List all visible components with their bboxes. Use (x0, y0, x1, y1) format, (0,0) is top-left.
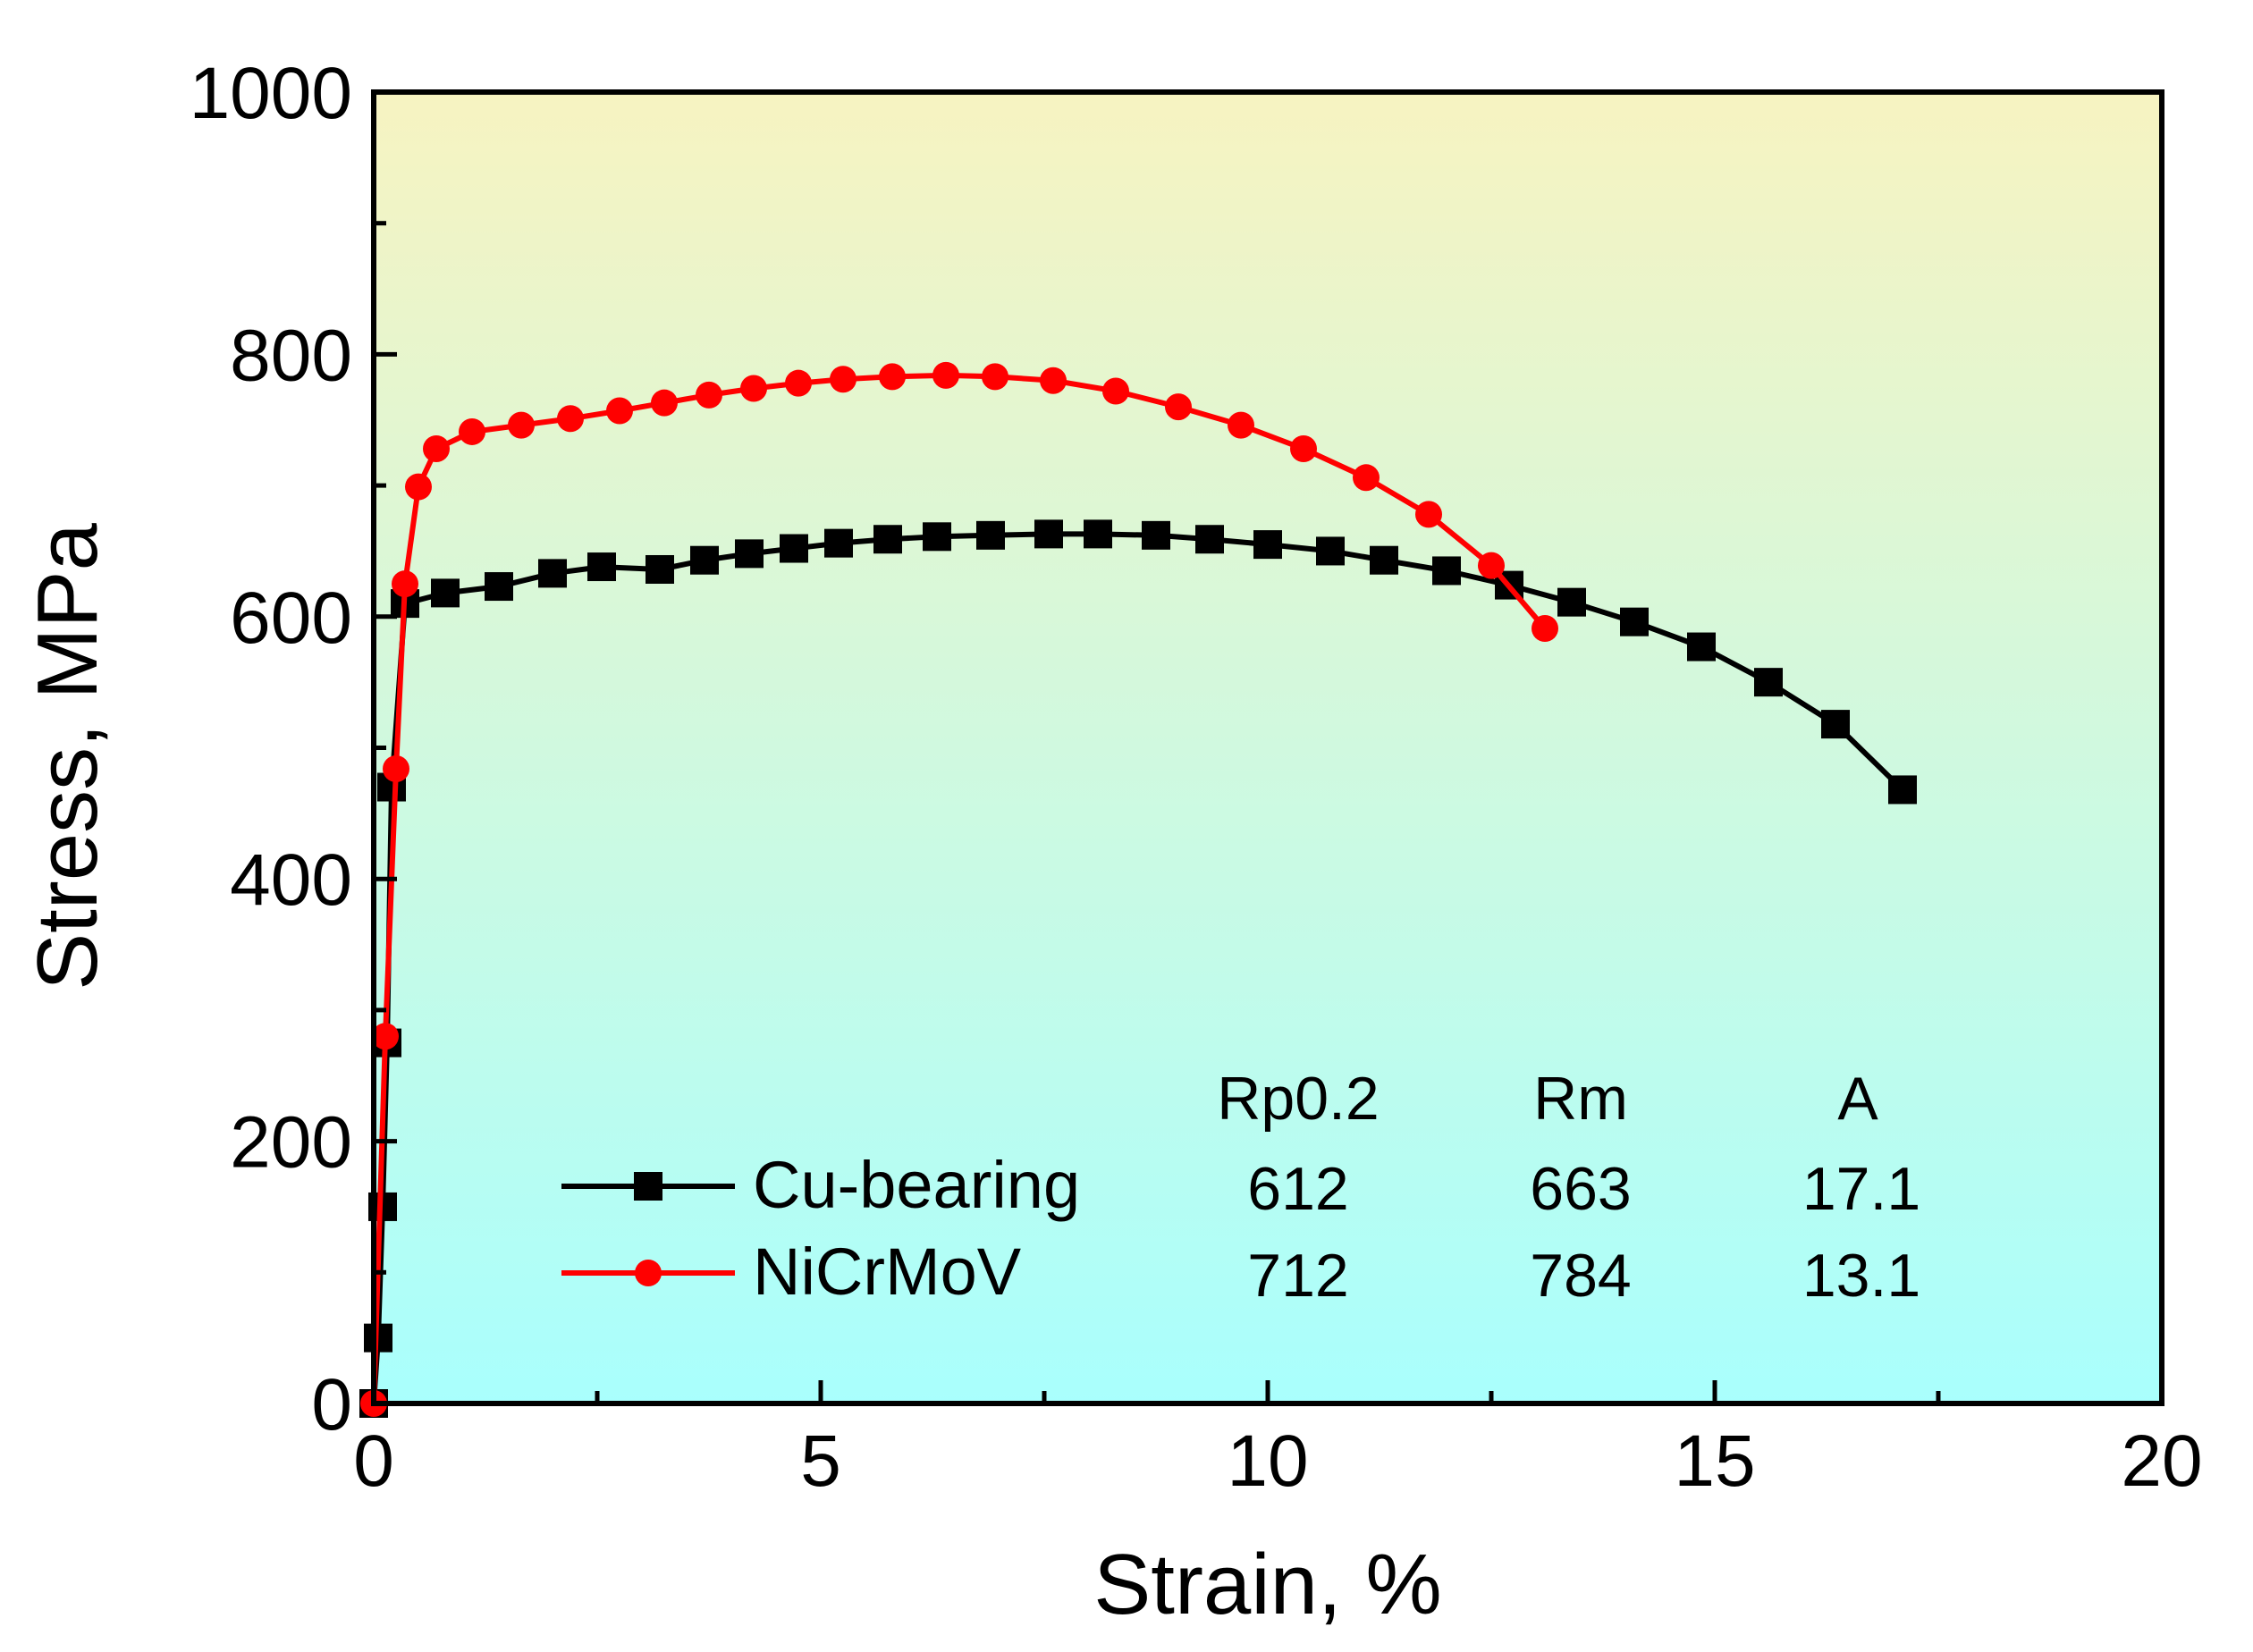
table-cell-cu-rm: 663 (1530, 1155, 1631, 1223)
y-tick-label: 400 (230, 839, 352, 921)
nicrmov-point (651, 389, 678, 417)
x-tick-label: 5 (800, 1420, 841, 1502)
nicrmov-point (1478, 552, 1505, 579)
table-cell-cu-a: 17.1 (1802, 1155, 1920, 1223)
series-nicrmov (360, 361, 1558, 1417)
legend-label-cu-bearing: Cu-bearing (753, 1148, 1080, 1222)
table-cell-nicrmov-rm: 784 (1530, 1242, 1631, 1310)
x-axis-title: Strain, % (1093, 1537, 1441, 1632)
cu-bearing-point (780, 534, 808, 563)
nicrmov-point (1415, 501, 1442, 528)
nicrmov-point (459, 417, 485, 445)
cu-bearing-point (587, 552, 616, 582)
y-tick-label: 600 (230, 577, 352, 659)
cu-bearing-point (690, 545, 719, 575)
nicrmov-point (879, 363, 906, 391)
nicrmov-point (1102, 377, 1129, 405)
nicrmov-point (606, 397, 633, 425)
table-cell-cu-rp02: 612 (1247, 1155, 1348, 1223)
y-tick-label: 0 (311, 1364, 352, 1446)
x-tick-label: 20 (2121, 1420, 2202, 1502)
nicrmov-point (1165, 393, 1192, 421)
table-header-a: A (1837, 1065, 1878, 1133)
legend-marker-cu-bearing (634, 1172, 662, 1201)
cu-bearing-point (538, 559, 567, 588)
series-layer (359, 361, 1917, 1418)
cu-bearing-point (1142, 520, 1170, 550)
nicrmov-point (1040, 367, 1067, 394)
table-cell-nicrmov-a: 13.1 (1802, 1242, 1920, 1310)
cu-bearing-point (976, 520, 1005, 550)
x-tick-label: 15 (1674, 1420, 1755, 1502)
nicrmov-point (830, 366, 856, 393)
nicrmov-point (696, 381, 722, 409)
nicrmov-point (932, 361, 959, 389)
y-tick-label: 200 (230, 1102, 352, 1184)
cu-bearing-point (824, 528, 853, 558)
nicrmov-point (740, 375, 767, 402)
cu-bearing-point (1557, 587, 1586, 617)
nicrmov-point (423, 435, 450, 463)
x-tick-label: 0 (353, 1420, 394, 1502)
table-header-rp02: Rp0.2 (1217, 1065, 1379, 1133)
cu-bearing-point (1432, 556, 1461, 586)
nicrmov-point (508, 411, 535, 439)
nicrmov-point (1228, 411, 1254, 439)
x-tick-label: 10 (1227, 1420, 1308, 1502)
labels: Strain, % Stress, MPa (20, 522, 1442, 1632)
nicrmov-point (982, 363, 1008, 391)
cu-bearing-point (923, 522, 951, 552)
table-cell-nicrmov-rp02: 712 (1247, 1242, 1348, 1310)
cu-bearing-point (1084, 519, 1112, 549)
legend-table: Rp0.2 Rm A Cu-bearing 612 663 17.1 NiCrM… (561, 1065, 1920, 1310)
y-tick-label: 800 (230, 315, 352, 396)
cu-bearing-point (1316, 536, 1345, 566)
cu-bearing-point (646, 554, 674, 584)
nicrmov-point (383, 754, 409, 782)
nicrmov-point (1353, 464, 1380, 492)
cu-bearing-point (1195, 525, 1224, 554)
nicrmov-point (1532, 615, 1558, 643)
y-tick-label: 1000 (190, 53, 352, 134)
cu-bearing-point (485, 572, 513, 602)
table-header-rm: Rm (1533, 1065, 1628, 1133)
cu-bearing-point (431, 578, 460, 608)
cu-bearing-point (1687, 632, 1716, 662)
nicrmov-point (1290, 435, 1317, 463)
cu-bearing-point (1888, 775, 1917, 805)
nicrmov-point (372, 1023, 399, 1050)
cu-bearing-point (1754, 668, 1783, 697)
cu-bearing-point (873, 525, 902, 554)
cu-bearing-point (1253, 530, 1282, 560)
legend-marker-nicrmov (635, 1260, 662, 1286)
nicrmov-point (405, 473, 432, 501)
cu-bearing-point (1620, 607, 1649, 636)
nicrmov-point (557, 405, 584, 433)
cu-bearing-point (1370, 545, 1398, 575)
legend-label-nicrmov: NiCrMoV (753, 1235, 1022, 1309)
cu-bearing-point (1034, 519, 1063, 549)
y-axis-title: Stress, MPa (20, 522, 115, 990)
nicrmov-point (392, 570, 418, 598)
cu-bearing-point (1821, 710, 1850, 739)
cu-bearing-point (735, 539, 764, 569)
nicrmov-point (785, 369, 812, 397)
